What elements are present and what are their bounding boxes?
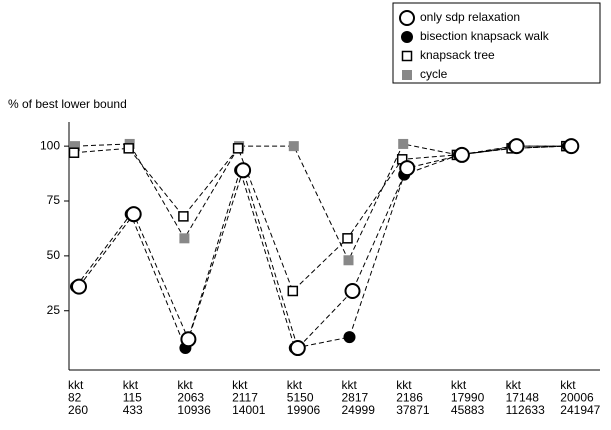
y-tick-label: 25 [47,303,61,317]
marker [289,340,306,357]
marker [179,233,190,244]
marker [343,331,356,344]
marker [399,160,416,177]
x-tick-label: 17990 [451,391,485,405]
marker [398,138,409,149]
marker [343,255,354,266]
x-tick-label: 2117 [232,391,258,405]
marker [288,141,299,152]
x-tick-label: 2186 [396,391,423,405]
marker [235,162,252,179]
x-tick-label: 5150 [287,391,314,405]
x-tick-label: 82 [68,391,82,405]
y-tick-label: 50 [47,248,61,262]
marker [402,70,412,80]
marker [125,206,142,223]
legend-label: knapsack tree [420,48,495,62]
x-tick-label: 17148 [506,391,540,405]
x-tick-label: kkt [560,378,576,392]
legend-label: bisection knapsack walk [420,29,550,43]
x-tick-label: 24999 [342,403,376,417]
x-tick-label: 19906 [287,403,321,417]
legend-label: only sdp relaxation [420,10,520,24]
x-tick-label: 433 [123,403,143,417]
y-axis-label: % of best lower bound [8,97,127,111]
marker [178,211,189,222]
marker [287,285,299,297]
marker [342,233,353,244]
marker [344,282,361,299]
marker [70,141,80,152]
x-tick-label: 260 [68,403,88,417]
x-tick-label: 10936 [177,403,211,417]
x-tick-label: kkt [506,378,522,392]
x-tick-label: 115 [123,391,142,405]
x-tick-label: kkt [451,378,467,392]
series-line [78,145,572,350]
x-tick-label: 2817 [342,391,369,405]
legend-box [392,2,601,84]
marker [68,147,80,158]
x-tick-label: kkt [177,378,193,392]
x-tick-label: 2063 [177,391,204,405]
series-line [74,143,568,262]
x-tick-label: 112633 [506,403,545,417]
x-tick-label: kkt [68,378,84,392]
x-tick-label: kkt [342,378,358,392]
x-tick-label: 14001 [232,403,266,417]
x-tick-label: 45883 [451,403,485,417]
x-tick-label: 20006 [560,391,594,405]
x-tick-label: kkt [287,378,303,392]
series-line [75,145,569,350]
marker [123,143,134,154]
series-line [73,145,567,292]
marker [401,31,413,43]
marker [180,331,197,348]
x-tick-label: kkt [123,378,139,392]
y-tick-label: 100 [40,138,60,152]
marker [399,10,415,26]
x-tick-label: kkt [232,378,248,392]
legend-label: cycle [420,67,448,81]
x-tick-label: kkt [396,378,412,392]
marker [401,50,413,62]
marker [508,138,525,155]
x-tick-label: 241947 [560,403,600,417]
marker [232,143,244,154]
marker [71,278,87,295]
y-tick-label: 75 [47,193,61,207]
marker [563,138,580,155]
marker [453,146,470,163]
x-tick-label: 37871 [396,403,430,417]
